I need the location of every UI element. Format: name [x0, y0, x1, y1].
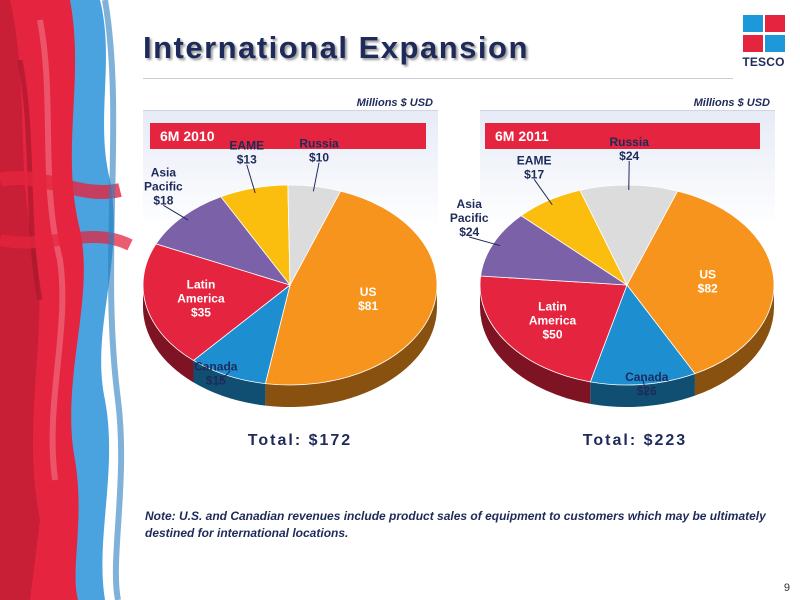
slice-label-canada: Canada $26 — [625, 370, 669, 398]
title-divider — [143, 78, 733, 79]
pie-side-latin-america — [143, 283, 194, 383]
pie-side-latin-america — [480, 283, 591, 404]
total-label-2010: Total: $172 — [247, 432, 353, 449]
pie-slice-latin-america — [479, 275, 628, 383]
slice-label-russia: Russia $24 — [610, 135, 650, 163]
pie-side-canada — [193, 360, 266, 406]
unit-label-2010: Millions $ USD — [356, 97, 433, 109]
total-label-2011: Total: $223 — [582, 432, 688, 449]
logo-square-3 — [743, 35, 763, 52]
decorative-brush-art — [0, 0, 135, 600]
pie-side-canada — [590, 373, 695, 408]
pie-side-us — [694, 286, 774, 396]
footnote: Note: U.S. and Canadian revenues include… — [145, 509, 766, 540]
page-title: International Expansion — [143, 30, 529, 65]
slice-label-asia-pacific: Asia Pacific $18 — [144, 165, 183, 207]
period-header-2011: 6M 2011 — [485, 123, 760, 149]
slice-label-us: US $81 — [358, 285, 378, 313]
slice-label-eame: EAME $17 — [517, 153, 552, 181]
logo-square-4 — [765, 35, 785, 52]
pie-side-us — [265, 286, 437, 407]
leader-line-eame — [533, 179, 553, 206]
tesco-logo: TESCO — [740, 12, 787, 72]
pie-slice-us — [264, 190, 438, 386]
slice-label-asia-pacific: Asia Pacific $24 — [450, 197, 489, 239]
leader-line-asia-pacific — [469, 236, 501, 247]
leader-line-russia — [312, 162, 320, 192]
pie-chart-2010: US $81 Canada $15 Latin America $35 Asia Pacific… — [142, 137, 438, 407]
slice-label-russia: Russia $10 — [299, 137, 339, 165]
unit-label-2011: Millions $ USD — [693, 97, 770, 109]
slice-label-latin-america: Latin America $50 — [529, 300, 577, 342]
logo-square-1 — [743, 15, 763, 32]
slice-label-latin-america: Latin America $35 — [177, 277, 225, 319]
period-header-2010: 6M 2010 — [150, 123, 426, 149]
leader-line-eame — [246, 164, 256, 194]
page-number: 9 — [783, 582, 790, 594]
pie-slice-latin-america — [142, 243, 291, 361]
leader-line-canada — [215, 370, 231, 387]
slice-label-canada: Canada $15 — [194, 360, 238, 388]
slice-label-us: US $82 — [698, 267, 718, 295]
logo-square-2 — [765, 15, 785, 32]
leader-line-asia-pacific — [163, 204, 189, 221]
logo-text: TESCO — [742, 55, 785, 69]
pie-chart-2011: US $82 Canada $26 Latin America $50 Asia Pacific… — [450, 135, 775, 408]
leader-line-canada — [642, 379, 648, 397]
pie-slice-us — [626, 190, 775, 375]
slice-label-eame: EAME $13 — [229, 139, 264, 167]
